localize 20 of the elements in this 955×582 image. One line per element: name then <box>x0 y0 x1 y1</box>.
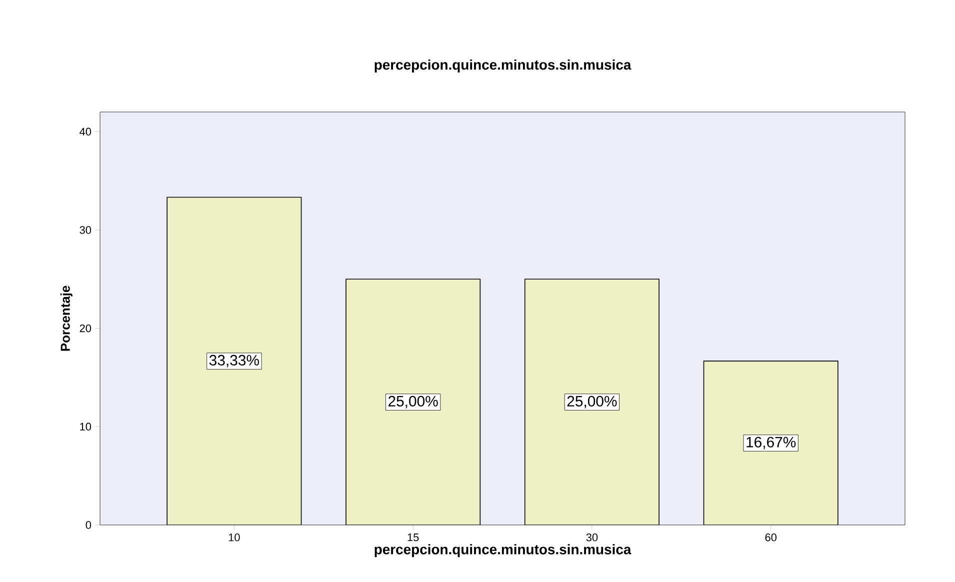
y-tick-label: 0 <box>86 521 92 529</box>
y-axis-title: Porcentaje <box>60 286 72 351</box>
chart-title: percepcion.quince.minutos.sin.musica <box>374 59 632 72</box>
bar <box>346 278 481 525</box>
x-tick-label: 30 <box>586 534 598 542</box>
y-tick-label: 10 <box>80 422 92 431</box>
y-tick-label: 30 <box>80 226 92 234</box>
data-label: 16,67% <box>746 436 796 450</box>
data-label: 25,00% <box>567 396 617 408</box>
x-tick-label: 60 <box>765 534 776 542</box>
data-label: 33,33% <box>209 354 259 368</box>
x-tick-label: 15 <box>408 534 419 542</box>
y-tick-label: 20 <box>80 324 92 332</box>
bar <box>524 279 660 525</box>
x-tick-label: 10 <box>228 534 240 542</box>
data-label: 25,00% <box>388 396 438 408</box>
bar <box>703 360 838 525</box>
x-axis-title: percepcion.quince.minutos.sin.musica <box>374 544 632 558</box>
bar <box>166 196 302 525</box>
y-tick-label: 40 <box>80 128 92 136</box>
